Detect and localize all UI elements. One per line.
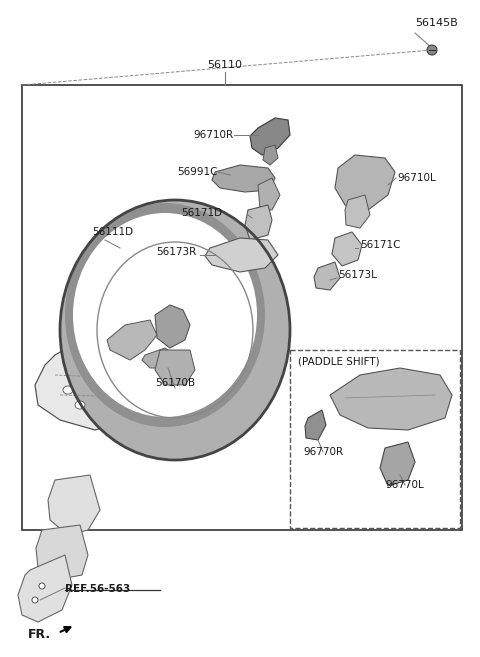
Text: 96710L: 96710L	[397, 173, 436, 183]
Ellipse shape	[73, 213, 257, 417]
Text: 96770R: 96770R	[303, 447, 343, 457]
Polygon shape	[245, 205, 272, 240]
Polygon shape	[155, 350, 195, 385]
Text: 56171D: 56171D	[181, 208, 222, 218]
Text: 56111D: 56111D	[92, 227, 133, 237]
Polygon shape	[48, 475, 100, 535]
Text: 96710R: 96710R	[194, 130, 234, 140]
Text: FR.: FR.	[28, 629, 51, 641]
Polygon shape	[335, 155, 395, 210]
Ellipse shape	[97, 242, 253, 418]
Ellipse shape	[60, 200, 290, 460]
Ellipse shape	[39, 583, 45, 589]
Bar	[290, 350, 460, 528]
Polygon shape	[263, 145, 278, 165]
Text: 56171C: 56171C	[360, 240, 400, 250]
Text: 56145B: 56145B	[415, 18, 458, 28]
Polygon shape	[380, 442, 415, 486]
Text: 56991C: 56991C	[178, 167, 218, 177]
Polygon shape	[258, 178, 280, 210]
Ellipse shape	[63, 386, 73, 394]
Polygon shape	[205, 238, 278, 272]
Polygon shape	[155, 305, 190, 348]
Polygon shape	[36, 525, 88, 580]
Polygon shape	[305, 410, 326, 440]
Polygon shape	[314, 262, 340, 290]
Text: (PADDLE SHIFT): (PADDLE SHIFT)	[298, 356, 380, 366]
Polygon shape	[332, 232, 362, 266]
Bar	[22, 85, 462, 530]
Polygon shape	[345, 195, 370, 228]
Polygon shape	[330, 368, 452, 430]
Ellipse shape	[75, 401, 85, 409]
Polygon shape	[250, 118, 290, 155]
Ellipse shape	[427, 45, 437, 55]
Polygon shape	[35, 330, 210, 430]
Polygon shape	[18, 555, 72, 622]
Text: 56110: 56110	[207, 60, 242, 70]
Ellipse shape	[65, 203, 265, 427]
Text: 56170B: 56170B	[155, 378, 195, 388]
Ellipse shape	[32, 597, 38, 603]
Text: 56173R: 56173R	[156, 247, 196, 257]
Polygon shape	[142, 348, 175, 368]
Text: 96770L: 96770L	[385, 480, 424, 490]
Polygon shape	[107, 320, 157, 360]
Polygon shape	[212, 165, 275, 192]
Text: REF.56-563: REF.56-563	[65, 584, 130, 594]
Text: 56173L: 56173L	[338, 270, 377, 280]
